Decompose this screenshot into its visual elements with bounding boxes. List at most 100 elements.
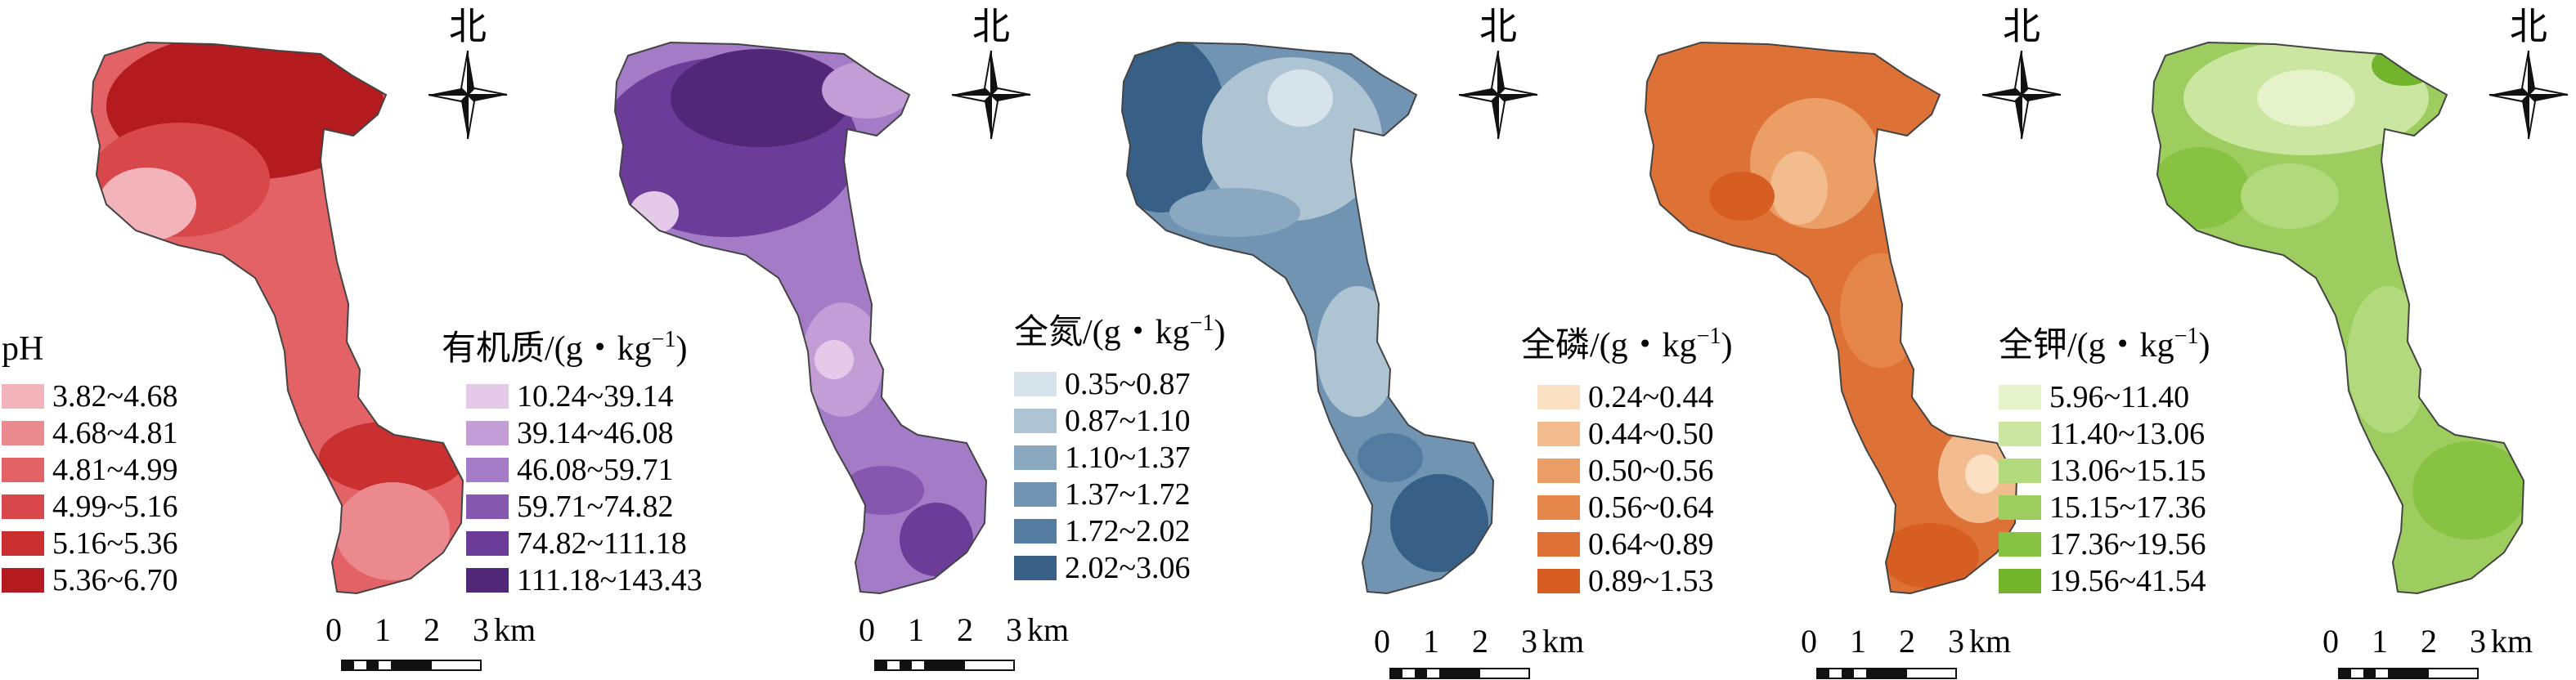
legend-label: 0.24~0.44 <box>1588 380 1714 414</box>
legend-swatch <box>466 568 509 593</box>
legend-swatch <box>1999 422 2041 446</box>
legend-item: 19.56~41.54 <box>1999 564 2206 598</box>
legend-item: 59.71~74.82 <box>466 490 674 524</box>
north-arrow: 北 <box>428 6 508 140</box>
legend-item: 3.82~4.68 <box>2 379 178 414</box>
panel-total-potassium: 北 全钾/(g・kg−1) 5.96~11.40 11.40~13.06 13.… <box>1999 6 2569 679</box>
scale-label: 1 <box>908 611 924 648</box>
legend-title: 全磷/(g・kg−1) <box>1521 324 1732 365</box>
scale-unit: km <box>2491 623 2533 660</box>
legend-label: 5.16~5.36 <box>52 526 178 561</box>
north-label: 北 <box>2510 6 2547 47</box>
zone-class-6b <box>1390 474 1488 572</box>
scale-label: 0 <box>859 611 875 648</box>
north-arrow-icon <box>1498 51 1505 95</box>
north-label: 北 <box>1479 6 1517 47</box>
scale-bar: 0 1 2 3 km <box>2322 623 2533 679</box>
legend-swatch <box>2 458 44 482</box>
legend-swatch <box>1999 459 2041 483</box>
north-arrow: 北 <box>1981 6 2062 140</box>
legend: 有机质/(g・kg−1) 10.24~39.14 39.14~46.08 46.… <box>442 327 702 597</box>
legend-swatch <box>466 458 509 482</box>
legend-label: 0.56~0.64 <box>1588 490 1714 525</box>
scale-label: 3 <box>1006 611 1022 648</box>
legend-swatch <box>1014 556 1057 580</box>
north-arrow: 北 <box>1458 6 1538 140</box>
zone-class-6 <box>1709 172 1775 221</box>
north-arrow: 北 <box>2488 6 2569 140</box>
legend-item: 2.02~3.06 <box>1014 551 1191 585</box>
legend-swatch <box>466 384 509 409</box>
legend-swatch <box>2 494 44 519</box>
legend-item: 46.08~59.71 <box>466 453 674 487</box>
legend-item: 5.16~5.36 <box>2 526 178 561</box>
legend: 全氮/(g・kg−1) 0.35~0.87 0.87~1.10 1.10~1.3… <box>1014 311 1225 585</box>
legend-item: 5.36~6.70 <box>2 563 178 597</box>
scale-label: 1 <box>2372 623 2388 660</box>
legend-item: 4.81~4.99 <box>2 453 178 487</box>
zone-class-5b <box>2412 441 2524 539</box>
legend-item: 17.36~19.56 <box>1999 527 2206 561</box>
legend-swatch <box>1014 372 1057 396</box>
scale-bar: 0 1 2 3 km <box>1801 623 2011 679</box>
legend-item: 10.24~39.14 <box>466 379 674 414</box>
legend-item: 5.96~11.40 <box>1999 380 2189 414</box>
legend-swatch <box>1014 445 1057 470</box>
zone-class-4 <box>2396 539 2478 588</box>
legend-label: 19.56~41.54 <box>2049 564 2206 598</box>
legend-item: 1.72~2.02 <box>1014 514 1191 548</box>
legend-label: 1.72~2.02 <box>1065 514 1191 548</box>
legend-item: 74.82~111.18 <box>466 526 687 561</box>
panel-organic-matter: 北 有机质/(g・kg−1) 10.24~39.14 39.14~46.08 4… <box>442 6 1069 671</box>
scale-label: 2 <box>1472 623 1488 660</box>
scale-label: 1 <box>1423 623 1439 660</box>
scale-label: 0 <box>325 611 342 648</box>
legend-title: 有机质/(g・kg−1) <box>442 327 687 368</box>
scale-label: 3 <box>473 611 489 648</box>
scale-label: 2 <box>2421 623 2437 660</box>
legend-label: 4.68~4.81 <box>52 416 178 450</box>
legend-swatch <box>1537 532 1580 557</box>
legend-item: 0.24~0.44 <box>1537 380 1714 414</box>
scale-label: 1 <box>1850 623 1866 660</box>
legend: pH 3.82~4.68 4.68~4.81 4.81~4.99 4.99~5.… <box>2 330 178 597</box>
legend-item: 13.06~15.15 <box>1999 454 2206 488</box>
legend-label: 15.15~17.36 <box>2049 490 2206 525</box>
legend-swatch <box>1014 519 1057 544</box>
zone-class-2 <box>1770 151 1828 225</box>
panel-total-nitrogen: 北 全氮/(g・kg−1) 0.35~0.87 0.87~1.10 1.10~1… <box>1014 6 1584 679</box>
legend-swatch <box>1537 422 1580 446</box>
scale-label: 0 <box>1801 623 1817 660</box>
zone-class-6b <box>1881 523 1979 588</box>
north-arrow-icon <box>991 51 998 95</box>
legend-item: 1.10~1.37 <box>1014 441 1191 475</box>
legend-item: 0.64~0.89 <box>1537 527 1714 561</box>
legend-label: 0.89~1.53 <box>1588 564 1714 598</box>
legend-title: 全钾/(g・kg−1) <box>1999 324 2210 365</box>
legend-label: 111.18~143.43 <box>517 563 702 597</box>
scale-label: 2 <box>424 611 440 648</box>
legend-item: 11.40~13.06 <box>1999 417 2205 451</box>
legend-item: 0.56~0.64 <box>1537 490 1714 525</box>
legend-item: 0.89~1.53 <box>1537 564 1714 598</box>
legend-title: 全氮/(g・kg−1) <box>1014 311 1225 351</box>
zone-class-3 <box>2241 163 2339 229</box>
legend-swatch <box>2 568 44 593</box>
zone-class-4 <box>1840 253 1922 368</box>
scale-unit: km <box>494 611 536 648</box>
legend-swatch <box>1537 495 1580 520</box>
zone-class-1 <box>1965 454 2001 494</box>
scale-label: 3 <box>1948 623 1964 660</box>
scale-bar: 0 1 2 3 km <box>1374 623 1584 679</box>
zone-class-1 <box>98 168 196 241</box>
scale-label: 2 <box>957 611 973 648</box>
panel-total-phosphorus: 北 全磷/(g・kg−1) 0.24~0.44 0.44~0.50 0.50~0… <box>1521 6 2062 679</box>
zone-class-3 <box>290 253 380 433</box>
scale-label: 3 <box>2470 623 2486 660</box>
scale-bar: 0 1 2 3 km <box>859 611 1069 671</box>
zone-class-4 <box>842 466 924 515</box>
legend-label: 11.40~13.06 <box>2049 417 2205 451</box>
legend: 全磷/(g・kg−1) 0.24~0.44 0.44~0.50 0.50~0.5… <box>1521 324 1732 598</box>
scale-unit: km <box>1027 611 1069 648</box>
legend-title: pH <box>2 330 43 368</box>
